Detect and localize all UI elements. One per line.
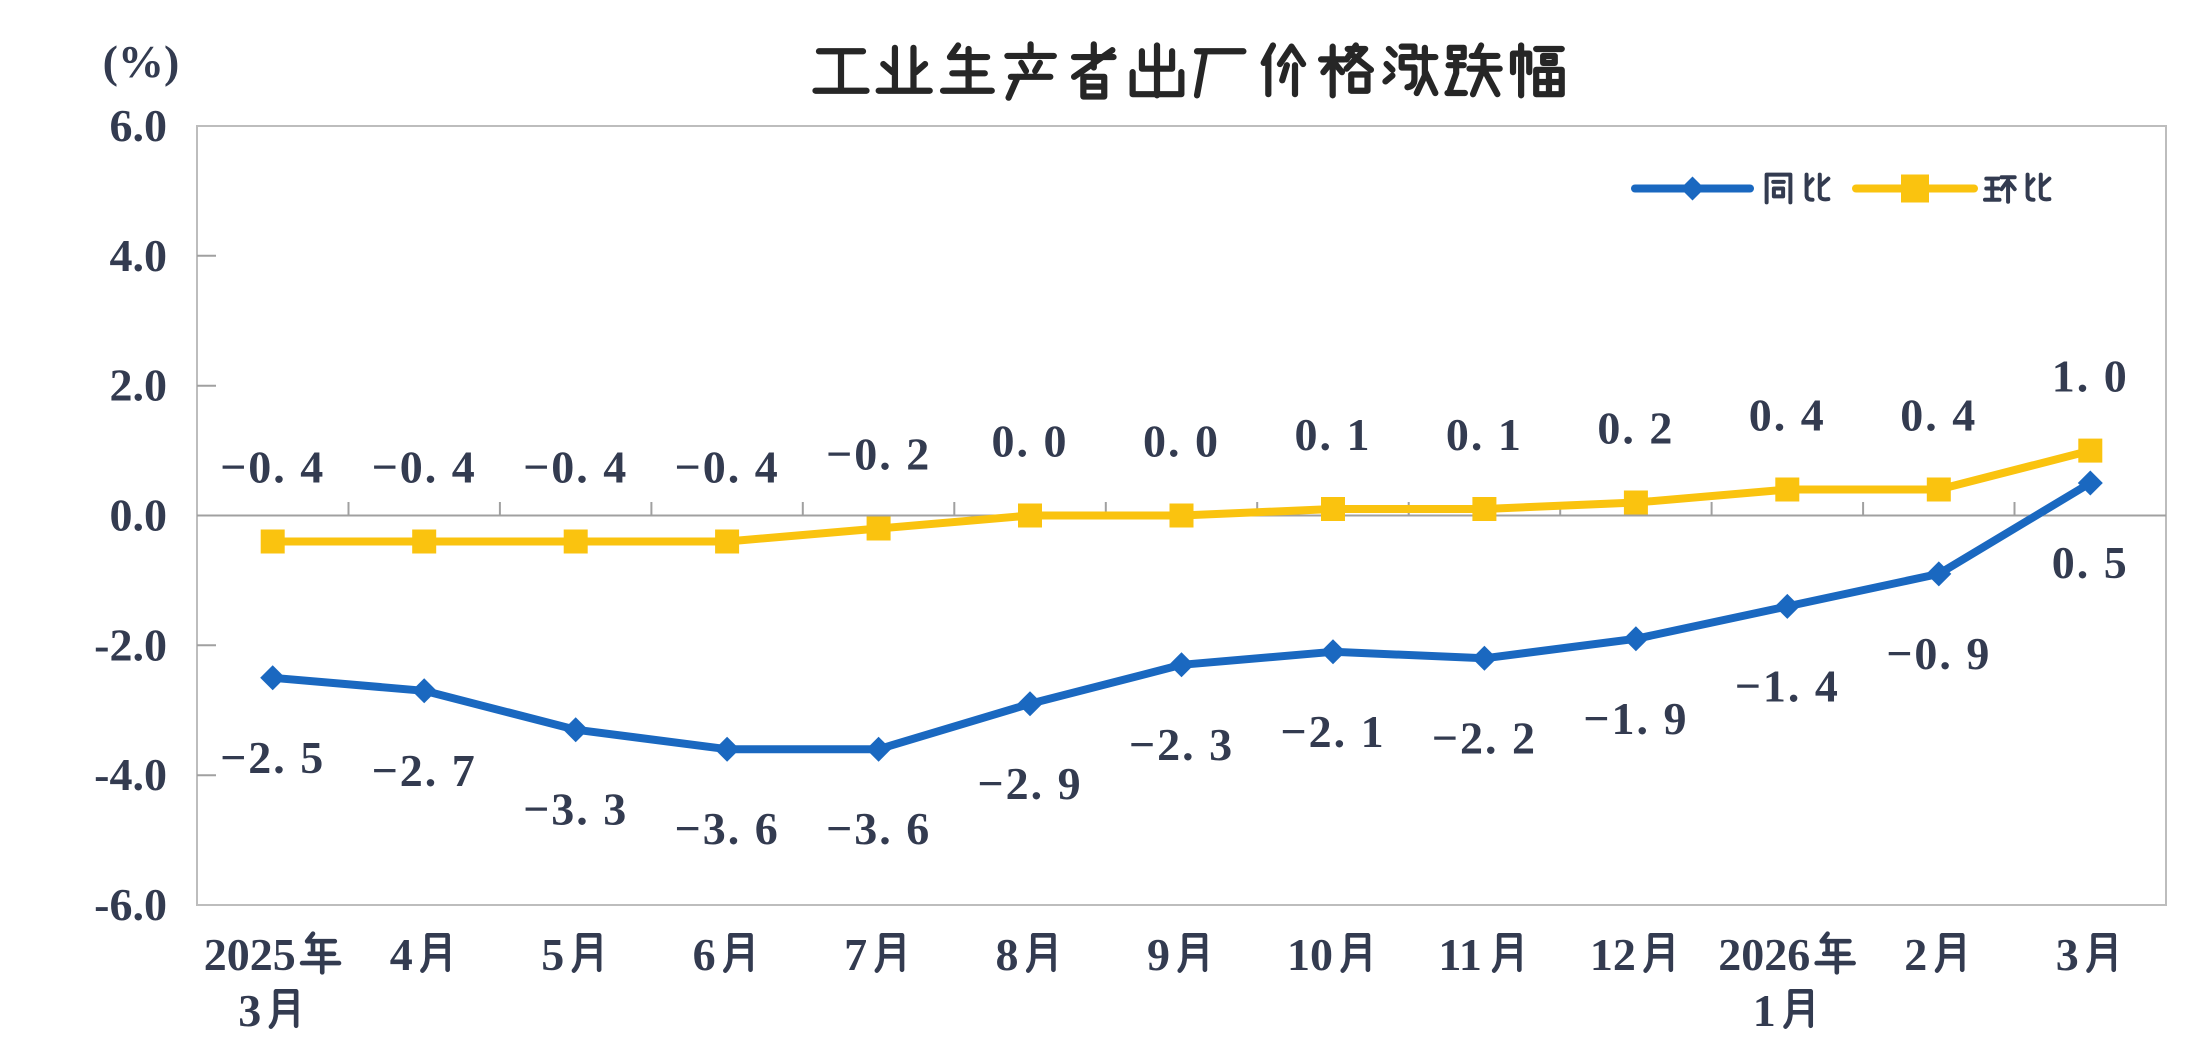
svg-text:1: 1 <box>1753 985 1776 1036</box>
svg-text:0. 4: 0. 4 <box>1749 390 1826 441</box>
svg-text:4: 4 <box>390 929 413 980</box>
svg-text:−1. 4: −1. 4 <box>1735 660 1840 711</box>
svg-text:5: 5 <box>541 929 564 980</box>
svg-text:1. 0: 1. 0 <box>2052 351 2129 402</box>
svg-text:−0. 9: −0. 9 <box>1886 628 1991 679</box>
svg-text:(%): (%) <box>103 36 180 87</box>
svg-text:-2.0: -2.0 <box>94 619 167 670</box>
svg-text:−0. 4: −0. 4 <box>674 442 779 493</box>
svg-text:0. 0: 0. 0 <box>992 416 1069 467</box>
svg-text:-4.0: -4.0 <box>94 749 167 800</box>
svg-text:−1. 9: −1. 9 <box>1583 693 1688 744</box>
svg-text:−2. 3: −2. 3 <box>1129 719 1234 770</box>
svg-text:8: 8 <box>996 929 1019 980</box>
svg-text:−3. 6: −3. 6 <box>826 803 931 854</box>
svg-text:−0. 4: −0. 4 <box>372 442 477 493</box>
svg-text:7: 7 <box>844 929 867 980</box>
svg-text:−2. 5: −2. 5 <box>220 732 325 783</box>
svg-text:−3. 6: −3. 6 <box>674 803 779 854</box>
svg-text:6: 6 <box>693 929 716 980</box>
svg-text:−3. 3: −3. 3 <box>523 784 628 835</box>
svg-text:−2. 7: −2. 7 <box>372 745 477 796</box>
svg-text:0. 1: 0. 1 <box>1446 409 1523 460</box>
svg-text:0. 5: 0. 5 <box>2052 537 2129 588</box>
svg-text:0. 0: 0. 0 <box>1143 416 1220 467</box>
svg-text:3: 3 <box>238 985 261 1036</box>
svg-text:2: 2 <box>1904 929 1927 980</box>
svg-text:−2. 9: −2. 9 <box>977 758 1082 809</box>
svg-text:−0. 4: −0. 4 <box>220 442 325 493</box>
svg-text:−2. 2: −2. 2 <box>1432 712 1537 763</box>
svg-text:−2. 1: −2. 1 <box>1280 706 1385 757</box>
svg-text:−0. 2: −0. 2 <box>826 429 931 480</box>
svg-text:11: 11 <box>1438 929 1481 980</box>
svg-text:2025: 2025 <box>204 929 296 980</box>
svg-text:0. 1: 0. 1 <box>1295 409 1372 460</box>
svg-text:9: 9 <box>1147 929 1170 980</box>
svg-text:2026: 2026 <box>1718 929 1810 980</box>
svg-text:2.0: 2.0 <box>110 360 168 411</box>
svg-text:-6.0: -6.0 <box>94 879 167 930</box>
svg-text:6.0: 6.0 <box>110 100 168 151</box>
svg-text:3: 3 <box>2056 929 2079 980</box>
svg-text:10: 10 <box>1287 929 1333 980</box>
svg-text:0. 4: 0. 4 <box>1900 390 1977 441</box>
svg-text:4.0: 4.0 <box>110 230 168 281</box>
svg-text:−0. 4: −0. 4 <box>523 442 628 493</box>
svg-text:0.0: 0.0 <box>110 490 168 541</box>
svg-text:12: 12 <box>1590 929 1636 980</box>
svg-text:0. 2: 0. 2 <box>1597 403 1674 454</box>
